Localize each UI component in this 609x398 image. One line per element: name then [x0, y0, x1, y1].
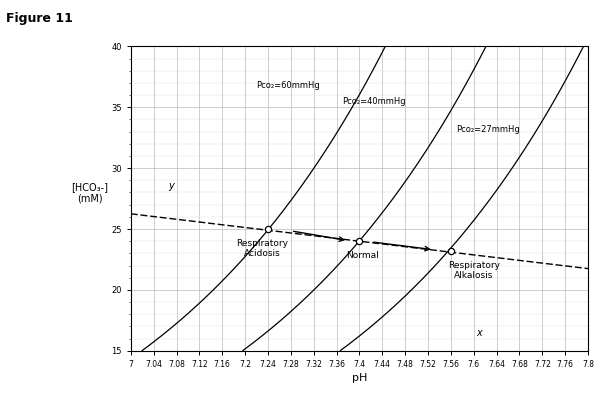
Text: y: y: [168, 181, 174, 191]
Text: Figure 11: Figure 11: [6, 12, 73, 25]
Text: Normal: Normal: [346, 251, 379, 260]
Text: Pco₂=60mmHg: Pco₂=60mmHg: [256, 81, 320, 90]
Text: Respiratory
Alkalosis: Respiratory Alkalosis: [448, 261, 500, 280]
Text: Pco₂=40mmHg: Pco₂=40mmHg: [342, 97, 406, 105]
Text: [HCO₃-]
(mM): [HCO₃-] (mM): [71, 182, 108, 203]
Text: Respiratory
Acidosis: Respiratory Acidosis: [236, 239, 288, 258]
Text: x: x: [476, 328, 482, 338]
X-axis label: pH: pH: [352, 373, 367, 383]
Text: Pco₂=27mmHg: Pco₂=27mmHg: [457, 125, 520, 134]
